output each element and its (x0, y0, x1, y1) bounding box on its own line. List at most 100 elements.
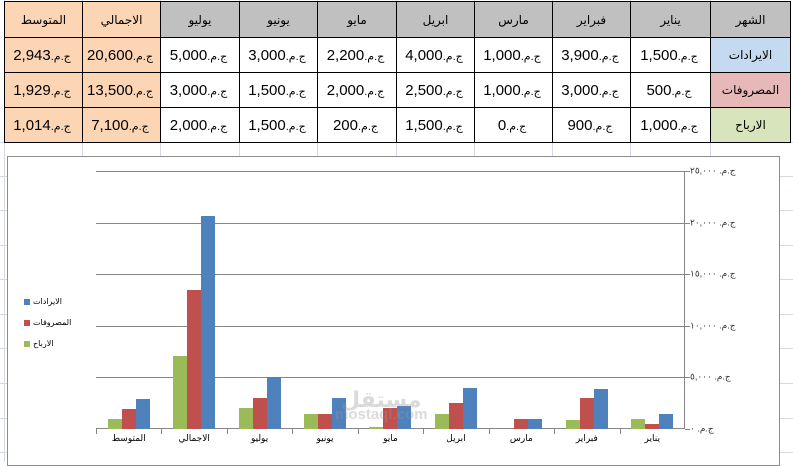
bar[interactable] (397, 406, 412, 429)
cell[interactable]: ج.م.1,000 (474, 72, 553, 108)
header-total[interactable]: الاجمالي (82, 1, 161, 38)
chart-legend[interactable]: الايرادات المصروفات الارباح (24, 291, 71, 354)
cell[interactable]: ج.م.3,000 (239, 37, 318, 73)
x-tick-mark (292, 429, 294, 434)
cell[interactable]: ج.م.1,500 (239, 107, 318, 143)
cell[interactable]: ج.م.500 (630, 72, 711, 108)
y-tick-label: ج.م. ٢٠,٠٠٠ (690, 217, 736, 228)
cell[interactable]: ج.م.4,000 (396, 37, 475, 73)
bar[interactable] (238, 408, 253, 429)
legend-item-revenue[interactable]: الايرادات (24, 291, 71, 312)
cell[interactable]: ج.م.200 (317, 107, 397, 143)
bar[interactable] (173, 355, 188, 429)
cell[interactable]: ج.م.0 (474, 107, 553, 143)
category-group (620, 171, 685, 429)
header-june[interactable]: يونيو (239, 1, 318, 38)
bar[interactable] (304, 413, 319, 429)
bar[interactable] (565, 419, 580, 429)
cell[interactable]: ج.م.2,000 (317, 72, 397, 108)
category-group (227, 171, 292, 429)
cell[interactable]: ج.م.3,000 (552, 72, 631, 108)
header-march[interactable]: مارس (474, 1, 553, 38)
category-group (292, 171, 357, 429)
cell-total[interactable]: ج.م.20,600 (82, 37, 161, 73)
header-average[interactable]: المتوسط (4, 1, 83, 38)
category-group (554, 171, 619, 429)
bar[interactable] (659, 413, 674, 429)
table-row-profit: ج.م.1,014 ج.م.7,100 ج.م.2,000 ج.م.1,500 … (4, 107, 791, 143)
y-tick-mark (685, 171, 690, 172)
header-july[interactable]: يوليو (160, 1, 240, 38)
bar[interactable] (332, 398, 347, 429)
bar[interactable] (593, 388, 608, 429)
header-april[interactable]: ابريل (396, 1, 475, 38)
y-tick-label: ج.م. ٠ (690, 423, 714, 434)
legend-item-expenses[interactable]: المصروفات (24, 312, 71, 333)
category-group (358, 171, 423, 429)
x-tick-mark (554, 429, 556, 434)
row-label-revenue[interactable]: الايرادات (710, 37, 791, 73)
row-label-expenses[interactable]: المصروفات (710, 72, 791, 108)
bar[interactable] (369, 426, 384, 429)
cell[interactable]: ج.م.1,000 (630, 107, 711, 143)
row-label-profit[interactable]: الارباح (710, 107, 791, 143)
cell-average[interactable]: ج.م.1,929 (4, 72, 83, 108)
cell-total[interactable]: ج.م.13,500 (82, 72, 161, 108)
cell[interactable]: ج.م.900 (552, 107, 631, 143)
bar[interactable] (252, 398, 267, 429)
cell[interactable]: ج.م.2,500 (396, 72, 475, 108)
bar[interactable] (631, 418, 646, 429)
cell[interactable]: ج.م.2,000 (160, 107, 240, 143)
bar-chart[interactable]: الايرادات المصروفات الارباح ج.م. ٠ ج.م. ٥… (7, 156, 780, 466)
y-tick-mark (685, 377, 690, 379)
header-february[interactable]: فبراير (552, 1, 631, 38)
y-tick-label: ج.م. ٥,٠٠٠ (690, 371, 731, 382)
gridline (96, 325, 685, 327)
cell-average[interactable]: ج.م.1,014 (4, 107, 83, 143)
bar[interactable] (107, 418, 122, 429)
bar[interactable] (187, 289, 202, 429)
bar[interactable] (448, 403, 463, 429)
x-tick-label: الاجمالي (178, 433, 210, 443)
bar[interactable] (528, 418, 543, 429)
table-row-revenue: ج.م.2,943 ج.م.20,600 ج.م.5,000 ج.م.3,000… (4, 37, 791, 73)
bar[interactable] (121, 409, 136, 429)
cell[interactable]: ج.م.1,500 (630, 37, 711, 73)
cell[interactable]: ج.م.1,000 (474, 37, 553, 73)
cell-total[interactable]: ج.م.7,100 (82, 107, 161, 143)
gridline (96, 377, 685, 379)
plot-area[interactable]: ج.م. ٠ ج.م. ٥,٠٠٠ ج.م. ١٠,٠٠٠ ج.م. ١٥,٠٠٠ ج.… (96, 166, 736, 443)
x-tick-mark (619, 429, 621, 434)
header-may[interactable]: مايو (317, 1, 397, 38)
bar[interactable] (579, 398, 594, 429)
legend-item-profit[interactable]: الارباح (24, 333, 71, 354)
bar[interactable] (201, 216, 216, 429)
bar[interactable] (135, 398, 150, 429)
x-tick-label: فبراير (575, 433, 598, 443)
y-tick-mark (685, 222, 690, 224)
cell[interactable]: ج.م.1,500 (396, 107, 475, 143)
cell[interactable]: ج.م.3,000 (160, 72, 240, 108)
y-tick-label: ج.م. ١٥,٠٠٠ (690, 268, 736, 279)
header-month[interactable]: الشهر (710, 1, 791, 38)
cell[interactable]: ج.م.3,900 (552, 37, 631, 73)
bar[interactable] (434, 413, 449, 429)
bar[interactable] (318, 413, 333, 429)
cell-average[interactable]: ج.م.2,943 (4, 37, 83, 73)
bar[interactable] (462, 387, 477, 429)
cell[interactable]: ج.م.1,500 (239, 72, 318, 108)
cell[interactable]: ج.م.2,200 (317, 37, 397, 73)
category-group (489, 171, 554, 429)
header-january[interactable]: يناير (630, 1, 711, 38)
x-tick-label: مايو (383, 433, 398, 443)
y-tick-mark (685, 429, 690, 430)
legend-swatch-profit (24, 340, 30, 347)
cell[interactable]: ج.م.5,000 (160, 37, 240, 73)
table-row-expenses: ج.م.1,929 ج.م.13,500 ج.م.3,000 ج.م.1,500… (4, 72, 791, 108)
bar[interactable] (266, 377, 281, 429)
x-tick-label: يناير (644, 433, 660, 443)
legend-swatch-expenses (24, 319, 30, 326)
bar[interactable] (383, 408, 398, 429)
bar[interactable] (645, 423, 660, 429)
bar[interactable] (514, 418, 529, 429)
